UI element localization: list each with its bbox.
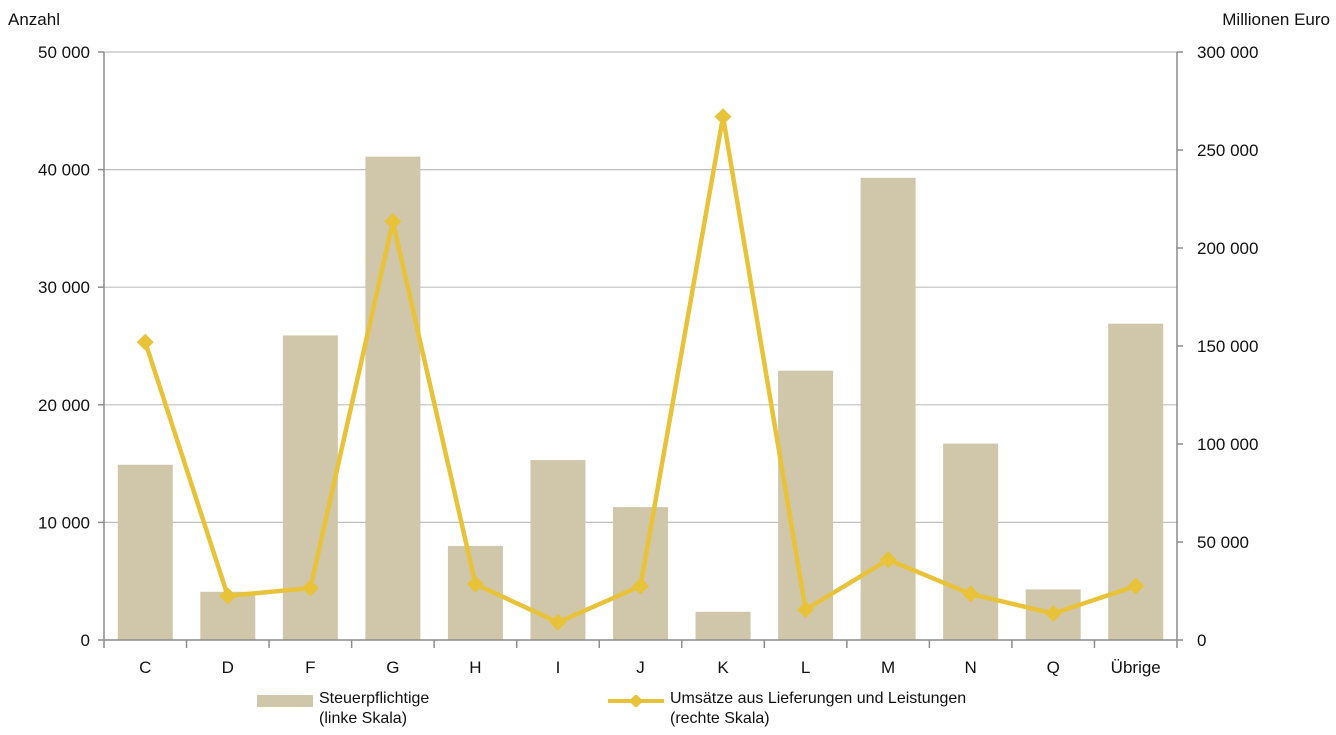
axis-labels: 0 10 000 20 000 30 000 40 000 50 000 0 50 000 10… [38, 43, 1258, 677]
line-point [632, 577, 649, 595]
legend-swatch-line [608, 695, 664, 707]
left-tick-label: 0 [81, 631, 90, 650]
x-tick-label: G [386, 658, 399, 677]
left-tick-label: 40 000 [38, 161, 90, 180]
line-point [466, 575, 484, 593]
left-tick-label: 10 000 [38, 513, 90, 532]
x-tick-label: F [305, 658, 315, 677]
line-point [301, 579, 319, 597]
x-tick-label: H [469, 658, 481, 677]
x-tick-label: Q [1047, 658, 1060, 677]
line-point [879, 551, 897, 569]
x-tick-label: L [801, 658, 810, 677]
x-tick-label: D [222, 658, 234, 677]
x-tick-label: J [636, 658, 645, 677]
line-point [714, 108, 732, 126]
right-tick-label: 50 000 [1197, 533, 1249, 552]
line-point [1044, 605, 1062, 623]
right-tick-label: 250 000 [1197, 141, 1258, 160]
bar [117, 464, 173, 640]
bar [695, 611, 751, 640]
legend-swatch-bars [257, 695, 313, 707]
right-tick-label: 300 000 [1197, 43, 1258, 62]
line-point [384, 213, 402, 231]
x-tick-label: I [556, 658, 561, 677]
line-point [549, 613, 567, 631]
bar [943, 443, 999, 640]
left-tick-label: 30 000 [38, 278, 90, 297]
gridlines [104, 51, 1177, 524]
left-tick-label: 50 000 [38, 43, 90, 62]
right-tick-label: 0 [1197, 631, 1206, 650]
x-tick-label: K [717, 658, 729, 677]
right-tick-label: 150 000 [1197, 337, 1258, 356]
line-point [136, 333, 154, 351]
right-tick-label: 200 000 [1197, 239, 1258, 258]
line-point [1127, 577, 1145, 595]
x-tick-label: C [139, 658, 151, 677]
bar [530, 460, 586, 640]
legend-sublabel-line: (rechte Skala) [670, 710, 770, 727]
legend-label-line: Umsätze aus Lieferungen und Leistungen [670, 690, 967, 707]
axes [98, 51, 1183, 648]
line-point [962, 585, 980, 603]
x-tick-label: M [881, 658, 895, 677]
legend-label-bars: Steuerpflichtige [319, 690, 430, 707]
right-tick-label: 100 000 [1197, 435, 1258, 454]
bar-series [117, 156, 1164, 640]
line-series [136, 108, 1145, 631]
x-tick-label: Übrige [1111, 658, 1161, 677]
line-point [219, 587, 237, 605]
right-axis-unit: Millionen Euro [1222, 10, 1330, 29]
left-axis-unit: Anzahl [8, 10, 60, 29]
legend-sublabel-bars: (linke Skala) [319, 710, 408, 727]
line-point [797, 601, 815, 619]
x-tick-label: N [965, 658, 977, 677]
left-tick-label: 20 000 [38, 396, 90, 415]
bar [365, 156, 421, 640]
